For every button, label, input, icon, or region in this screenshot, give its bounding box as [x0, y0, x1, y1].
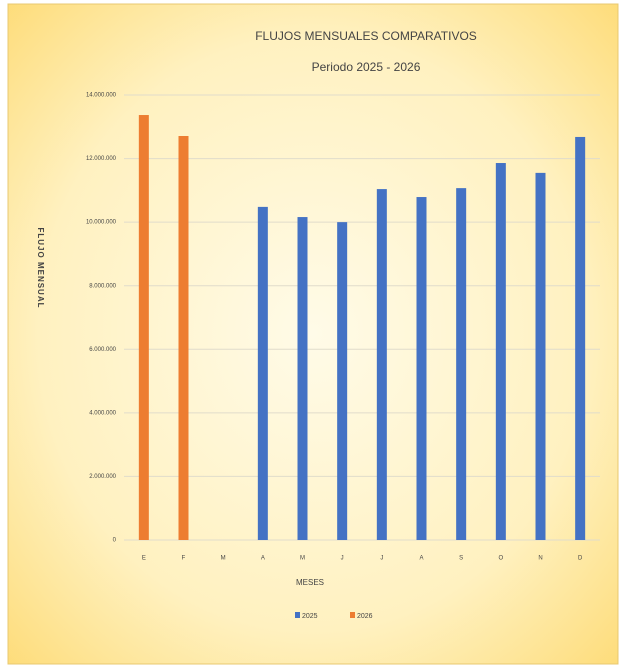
bar: [337, 222, 348, 540]
bar: [376, 189, 387, 541]
legend-swatch: [350, 612, 355, 618]
bar: [297, 217, 308, 541]
x-tick-label: D: [578, 556, 583, 562]
legend-swatch: [295, 612, 300, 618]
bar: [416, 197, 427, 540]
bar: [138, 115, 149, 541]
background: [7, 3, 619, 665]
chart-title: FLUJOS MENSUALES COMPARATIVOS: [255, 29, 477, 43]
y-tick-label: 4.000.000: [89, 410, 116, 416]
chart-subtitle: Periodo 2025 - 2026: [312, 60, 421, 74]
bar: [535, 172, 546, 540]
x-tick-label: J: [380, 556, 383, 562]
bar: [495, 163, 506, 540]
x-axis-title: MESES: [296, 578, 324, 587]
x-tick-label: A: [261, 556, 265, 562]
x-tick-label: M: [221, 556, 226, 562]
x-tick-label: A: [419, 556, 423, 562]
x-tick-label: E: [142, 556, 146, 562]
y-tick-label: 10.000.000: [86, 220, 117, 226]
y-tick-label: 6.000.000: [89, 347, 116, 353]
x-tick-label: N: [538, 556, 542, 562]
legend-label: 2026: [357, 613, 373, 620]
y-tick-label: 12.000.000: [86, 156, 117, 162]
y-tick-label: 14.000.000: [86, 93, 117, 99]
y-tick-label: 8.000.000: [89, 283, 116, 289]
x-tick-label: O: [498, 556, 503, 562]
y-axis-title: FLUJO MENSUAL: [36, 228, 45, 309]
bar: [456, 188, 467, 540]
x-tick-label: M: [300, 556, 305, 562]
bar: [178, 136, 189, 540]
bar: [575, 136, 586, 540]
legend-label: 2025: [302, 613, 318, 620]
x-tick-label: F: [182, 556, 186, 562]
y-tick-label: 0: [113, 538, 117, 544]
x-tick-label: S: [459, 556, 463, 562]
x-tick-label: J: [341, 556, 344, 562]
bar: [257, 206, 268, 540]
y-tick-label: 2.000.000: [89, 474, 116, 480]
